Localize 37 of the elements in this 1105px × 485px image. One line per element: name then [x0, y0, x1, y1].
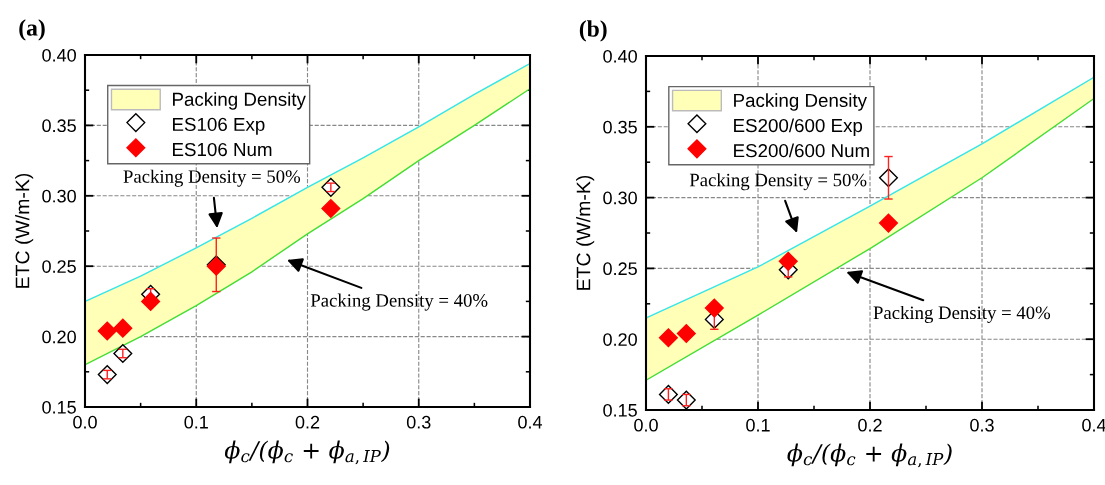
- legend-label: Packing Density: [734, 93, 867, 111]
- x-tick-label: 0.0: [634, 418, 658, 432]
- legend-label: ES106 Num: [173, 142, 272, 157]
- y-tick-label: 0.25: [42, 260, 76, 273]
- legend-label: ES200/600 Exp: [734, 118, 863, 136]
- y-tick-label: 0.35: [42, 119, 76, 133]
- y-tick-label: 0.20: [603, 333, 637, 346]
- annotation: Packing Density = 40%: [873, 305, 1051, 323]
- annotation: Packing Density = 40%: [310, 293, 488, 311]
- y-axis-title: ETC (W/m-K): [576, 175, 595, 290]
- x-axis-title: ϕ$_{c}$/(ϕ$_{c}$ + ϕ$_{a,IP}$): [787, 443, 952, 468]
- y-tick-label: 0.40: [42, 48, 76, 62]
- x-tick-label: 0.1: [746, 418, 770, 432]
- x-tick-label: 0.3: [406, 415, 431, 429]
- y-tick-label: 0.15: [42, 400, 76, 414]
- x-tick-label: 0.2: [858, 418, 882, 432]
- y-axis-title: ETC (W/m-K): [15, 173, 34, 288]
- legend-label: Packing Density: [173, 92, 306, 110]
- x-tick-label: 0.2: [295, 415, 320, 429]
- x-tick-label: 0.3: [970, 418, 994, 432]
- x-tick-label: 0.4: [518, 415, 543, 429]
- legend-label: ES106 Exp: [173, 117, 265, 135]
- x-tick-label: 0.0: [73, 415, 97, 429]
- legend-label: ES200/600 Num: [734, 143, 869, 158]
- chart-title: (b): [579, 20, 607, 42]
- y-tick-label: 0.40: [603, 49, 637, 63]
- y-tick-label: 0.15: [603, 403, 637, 417]
- y-tick-label: 0.20: [42, 330, 76, 344]
- y-tick-label: 0.30: [603, 191, 637, 205]
- x-axis-title: ϕ$_{c}$/(ϕ$_{c}$ + ϕ$_{a,IP}$): [224, 440, 390, 465]
- y-tick-label: 0.30: [42, 189, 76, 203]
- chart-title: (a): [19, 19, 45, 41]
- y-tick-label: 0.35: [603, 120, 637, 134]
- y-tick-label: 0.25: [603, 262, 637, 276]
- annotation: Packing Density = 50%: [123, 169, 301, 187]
- annotation: Packing Density = 50%: [689, 173, 867, 191]
- x-tick-label: 0.1: [184, 415, 208, 429]
